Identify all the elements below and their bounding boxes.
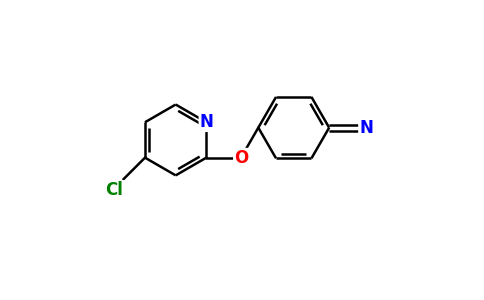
Text: N: N	[199, 113, 213, 131]
Text: N: N	[359, 119, 373, 137]
Text: Cl: Cl	[105, 181, 123, 199]
Text: O: O	[234, 149, 248, 167]
